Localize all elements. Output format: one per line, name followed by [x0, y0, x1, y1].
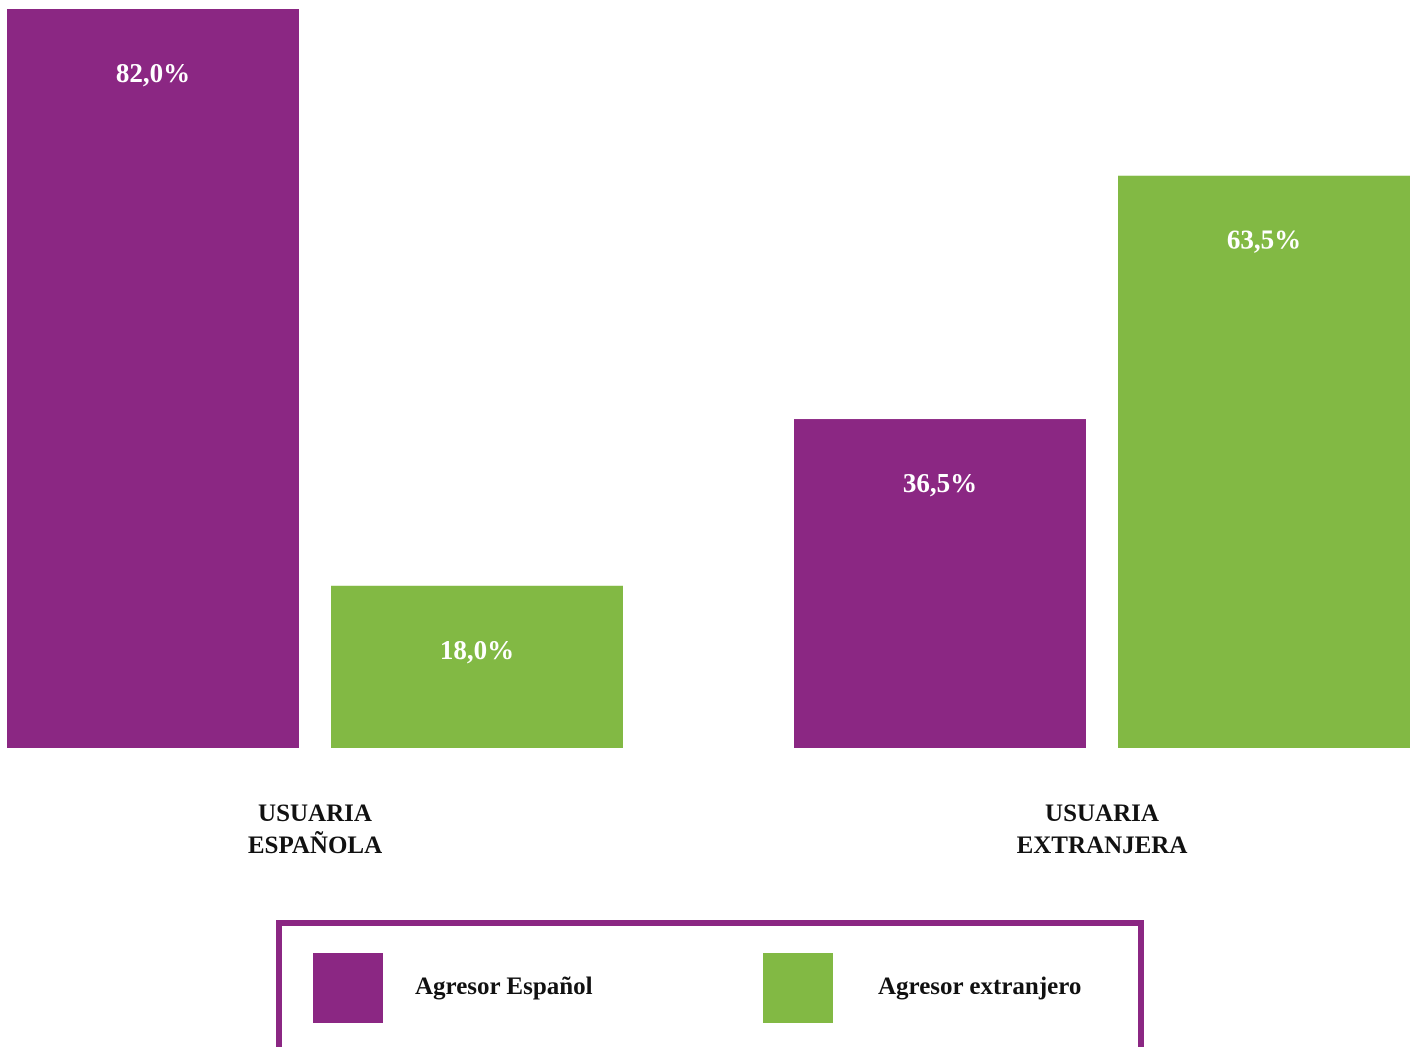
value-label: 63,5%: [1227, 225, 1301, 255]
legend-label: Agresor Español: [415, 973, 593, 1000]
value-label: 18,0%: [440, 635, 514, 665]
legend: Agresor Español Agresor extranjero: [276, 920, 1144, 1047]
legend-swatch: [313, 953, 383, 1023]
legend-swatch: [763, 953, 833, 1023]
bar: [1118, 175, 1410, 749]
bar: [794, 419, 1086, 748]
value-label: 36,5%: [903, 468, 977, 498]
legend-label: Agresor extranjero: [878, 973, 1082, 1000]
bar: [7, 9, 299, 748]
x-tick-label: USUARIA EXTRANJERA: [1016, 800, 1188, 859]
bar: [331, 585, 623, 748]
x-tick-label: USUARIA ESPAÑOLA: [247, 800, 383, 859]
value-label: 82,0%: [116, 58, 190, 88]
